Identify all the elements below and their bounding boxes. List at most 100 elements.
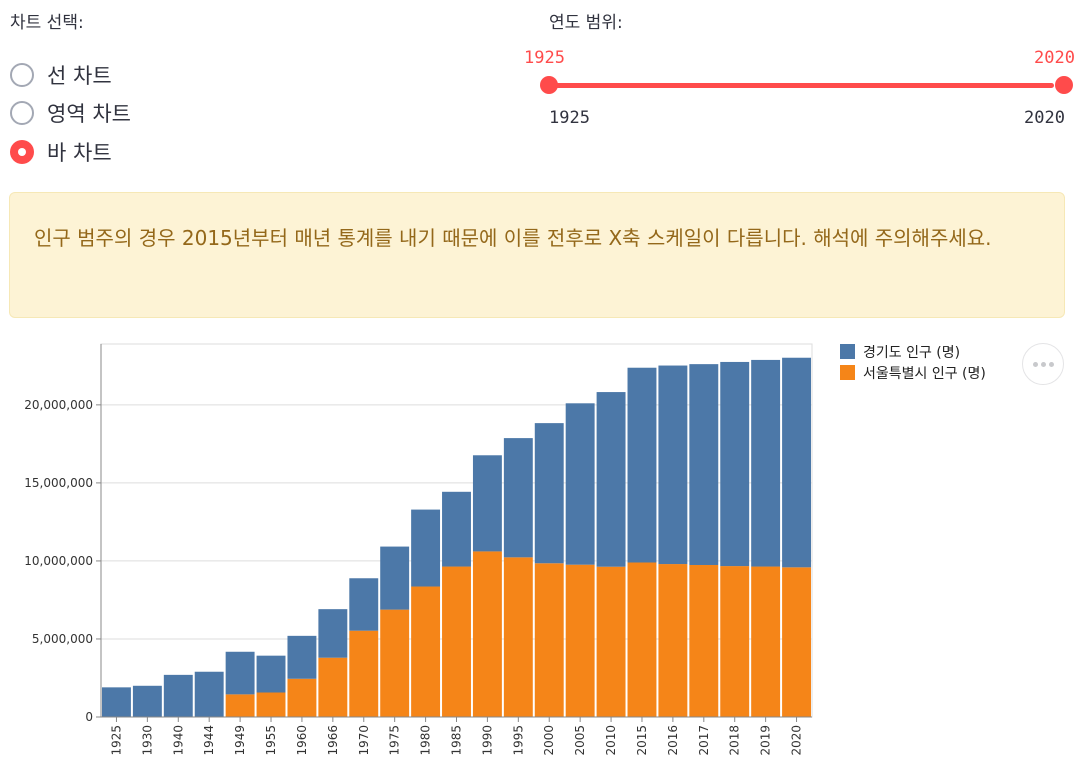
bar-segment (689, 364, 719, 565)
x-tick-label: 2005 (573, 725, 587, 756)
legend-swatch (840, 344, 855, 359)
bar-segment (318, 609, 348, 658)
x-tick-label: 1949 (233, 725, 247, 756)
x-tick-label: 2019 (759, 725, 773, 756)
bar-segment (163, 674, 193, 717)
bar-segment (102, 687, 131, 717)
slider-max-label: 2020 (1024, 108, 1065, 128)
radio-label: 선 차트 (47, 64, 112, 88)
more-horizontal-icon (1040, 361, 1046, 367)
bar-segment (534, 423, 564, 564)
bar-segment (472, 551, 502, 717)
x-tick-label: 1966 (326, 725, 340, 756)
more-horizontal-icon (1032, 361, 1038, 367)
legend-label: 경기도 인구 (명) (863, 345, 960, 361)
x-tick-label: 1944 (202, 725, 216, 756)
slider-high-thumb[interactable] (1055, 76, 1073, 94)
bar-segment (380, 546, 410, 610)
legend-swatch (840, 365, 855, 380)
warning-text: 인구 범주의 경우 2015년부터 매년 통계를 내기 때문에 이를 전후로 X… (34, 226, 992, 250)
bar-segment (627, 562, 657, 717)
more-horizontal-icon (1048, 361, 1054, 367)
bar-segment (380, 609, 410, 717)
bar-segment (658, 365, 688, 565)
bar-segment (225, 651, 255, 695)
bar-segment (534, 563, 564, 717)
bar-segment (658, 564, 688, 717)
year-range-label: 연도 범위: (549, 13, 623, 33)
radio-area-chart[interactable]: 영역 차트 (10, 98, 131, 128)
radio-circle-icon[interactable] (10, 63, 34, 87)
x-tick-label: 1925 (109, 725, 123, 756)
radio-label: 영역 차트 (47, 102, 131, 126)
bar-segment (565, 564, 595, 717)
bar-segment (503, 557, 533, 717)
slider-min-label: 1925 (549, 108, 590, 128)
x-tick-label: 1985 (450, 725, 464, 756)
bar-segment (689, 564, 719, 717)
bar-segment (318, 657, 348, 717)
x-tick-label: 2016 (666, 725, 680, 756)
slider-track[interactable] (550, 83, 1054, 88)
bar-segment (225, 694, 255, 717)
bar-segment (442, 566, 471, 717)
chart-type-selector: 차트 선택: 선 차트 영역 차트 바 차트 (10, 8, 131, 165)
bar-segment (287, 635, 317, 679)
bar-segment (782, 357, 811, 568)
bar-segment (782, 567, 811, 717)
x-tick-label: 1975 (388, 725, 402, 756)
bar-segment (720, 566, 750, 717)
legend-label: 서울특별시 인구 (명) (863, 366, 986, 382)
warning-alert: 인구 범주의 경우 2015년부터 매년 통계를 내기 때문에 이를 전후로 X… (9, 192, 1065, 318)
x-tick-label: 1940 (171, 725, 185, 756)
x-tick-label: 1930 (140, 725, 154, 756)
more-options-button[interactable] (1022, 343, 1064, 385)
x-tick-label: 1955 (264, 725, 278, 756)
bar-segment (503, 438, 533, 558)
x-tick-label: 1980 (419, 725, 433, 756)
bar-segment (256, 692, 286, 717)
bar-segment (596, 392, 626, 567)
y-tick-label: 0 (85, 710, 93, 724)
bar-segment (256, 655, 286, 693)
bar-segment (349, 630, 379, 717)
stacked-bar-chart: 0 5,000,000 10,000,000 15,000,000 20,000,000… (24, 343, 986, 756)
x-tick-label: 2000 (542, 725, 556, 756)
radio-circle-icon[interactable] (10, 101, 34, 125)
radio-label: 바 차트 (47, 141, 112, 165)
bar-segment (720, 361, 750, 567)
bar-segment (411, 509, 441, 587)
radio-bar-chart[interactable]: 바 차트 (10, 137, 112, 167)
slider-low-value: 1925 (524, 48, 565, 68)
x-tick-label: 2015 (635, 725, 649, 756)
bar-segment (349, 578, 379, 631)
radio-selected-icon[interactable] (10, 140, 34, 164)
x-tick-label: 1990 (480, 725, 494, 756)
bar-segment (751, 359, 781, 567)
bar-segment (411, 586, 441, 717)
bar-segment (751, 566, 781, 717)
bar-segment (442, 491, 471, 567)
radio-line-chart[interactable]: 선 차트 (10, 60, 112, 90)
bar-segment (596, 566, 626, 717)
x-tick-label: 1995 (511, 725, 525, 756)
slider-low-thumb[interactable] (540, 76, 558, 94)
y-tick-label: 10,000,000 (24, 554, 93, 568)
y-tick-label: 20,000,000 (24, 398, 93, 412)
year-range-slider: 연도 범위: 1925 2020 1925 2020 (524, 8, 1075, 138)
x-tick-label: 2010 (604, 725, 618, 756)
x-tick-label: 2017 (697, 725, 711, 756)
slider-high-value: 2020 (1034, 48, 1075, 68)
bar-segment (627, 367, 657, 563)
bar-segment (287, 678, 317, 717)
bar-segment (194, 671, 224, 717)
x-tick-label: 1970 (357, 725, 371, 756)
x-tick-label: 2018 (728, 725, 742, 756)
x-tick-label: 2020 (790, 725, 804, 756)
x-tick-label: 1960 (295, 725, 309, 756)
bar-segment (565, 403, 595, 565)
y-tick-label: 15,000,000 (24, 476, 93, 490)
y-tick-label: 5,000,000 (32, 632, 93, 646)
chart-type-label: 차트 선택: (10, 13, 84, 33)
bar-segment (472, 455, 502, 552)
